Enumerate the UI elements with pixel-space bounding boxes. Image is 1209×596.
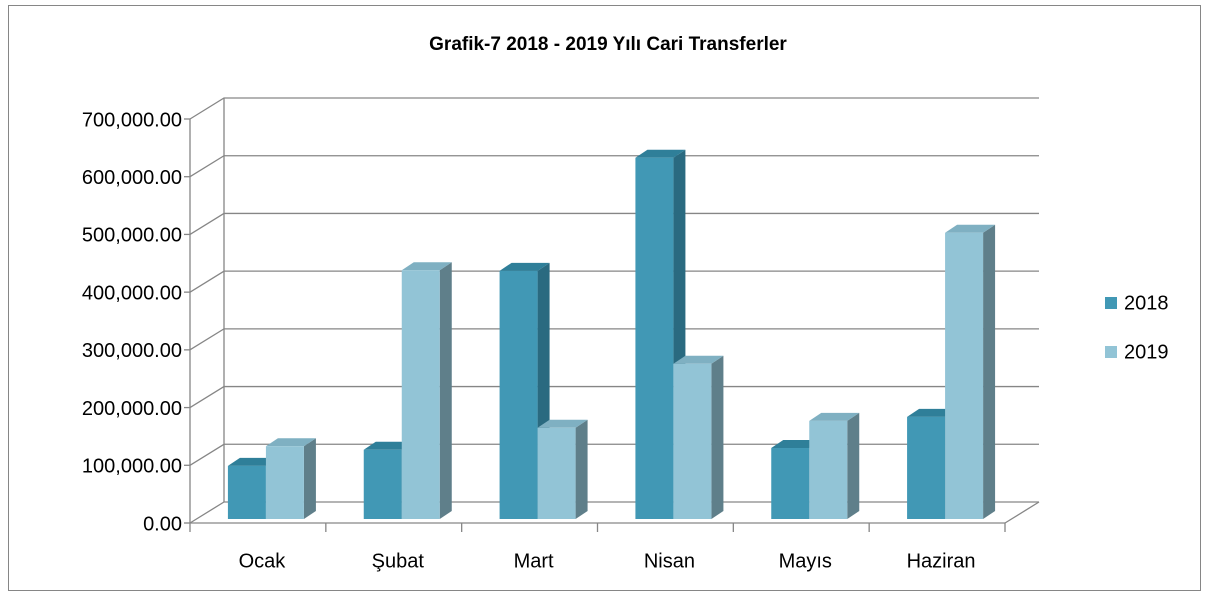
bar-front <box>673 363 712 519</box>
bar-front <box>771 448 810 519</box>
grid-line <box>189 501 1039 524</box>
bar-front <box>499 270 538 519</box>
grid-line <box>189 443 1039 466</box>
y-tick-label: 300,000.00 <box>82 340 182 362</box>
bar-top <box>945 224 996 233</box>
grid-line <box>189 270 1039 293</box>
y-tick-label: 200,000.00 <box>82 398 182 420</box>
bar-top <box>227 457 278 466</box>
x-tick-label: Haziran <box>907 550 976 572</box>
chart-border <box>8 5 1201 591</box>
grid-line <box>189 385 1039 409</box>
y-tick-label: 700,000.00 <box>82 109 182 131</box>
bar-front <box>635 157 674 520</box>
bar-front <box>363 449 402 519</box>
legend-swatch <box>1105 297 1117 309</box>
bar-top <box>401 262 452 271</box>
bar-side <box>303 438 316 519</box>
x-tick-label: Nisan <box>644 550 695 572</box>
bar <box>265 438 316 519</box>
bar-front <box>907 416 946 519</box>
bar-side <box>439 262 452 519</box>
y-tick-label: 0.00 <box>143 513 182 535</box>
bar-front <box>945 232 984 520</box>
bar-front <box>265 446 304 519</box>
y-tick-label: 600,000.00 <box>82 167 182 189</box>
bar <box>809 412 860 519</box>
grid-line <box>189 97 1039 120</box>
bar-front <box>227 465 266 519</box>
bar-side <box>847 412 860 519</box>
legend-label: 2018 <box>1124 292 1169 314</box>
chart-title: Grafik-7 2018 - 2019 Yılı Cari Transferl… <box>429 34 787 55</box>
x-tick-label: Mart <box>514 550 554 572</box>
x-tick-label: Ocak <box>239 550 287 572</box>
bar-top <box>265 438 316 447</box>
bar-top <box>771 440 822 449</box>
bar-side <box>575 419 588 519</box>
y-tick-label: 400,000.00 <box>82 282 182 304</box>
legend-swatch <box>1105 346 1117 358</box>
bar-front <box>401 270 440 519</box>
legend-label: 2019 <box>1124 341 1169 363</box>
bar-top <box>499 262 550 271</box>
bar-top <box>673 355 724 364</box>
y-tick-label: 500,000.00 <box>82 225 182 247</box>
bar-top <box>809 412 860 421</box>
x-tick-label: Mayıs <box>779 550 832 572</box>
grid-line <box>189 212 1039 235</box>
bar-front <box>809 420 848 519</box>
x-tick-label: Şubat <box>372 550 425 572</box>
y-tick-label: 100,000.00 <box>82 456 182 478</box>
bar-front <box>537 427 576 519</box>
bar-top <box>907 408 958 417</box>
bar <box>945 224 996 520</box>
bar-side <box>711 355 724 519</box>
bar <box>673 355 724 519</box>
bar-side <box>983 224 996 520</box>
bar-top <box>635 149 686 158</box>
bar-top <box>537 419 588 428</box>
grid-line <box>189 328 1039 351</box>
floor-edge <box>1004 501 1040 524</box>
bar <box>401 262 452 519</box>
bar-top <box>363 441 414 450</box>
grid-line <box>189 155 1039 178</box>
bar <box>537 419 588 519</box>
